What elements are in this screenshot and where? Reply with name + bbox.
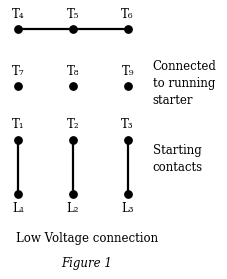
- Text: T₅: T₅: [67, 8, 79, 21]
- Point: [16, 192, 20, 196]
- Text: Connected
to running
starter: Connected to running starter: [152, 60, 216, 107]
- Text: T₇: T₇: [12, 65, 25, 78]
- Text: T₁: T₁: [12, 118, 25, 131]
- Point: [125, 84, 129, 89]
- Text: T₉: T₉: [121, 65, 133, 78]
- Text: T₄: T₄: [12, 8, 25, 21]
- Text: T₃: T₃: [121, 118, 133, 131]
- Point: [71, 192, 74, 196]
- Point: [16, 27, 20, 32]
- Text: Starting
contacts: Starting contacts: [152, 144, 202, 174]
- Text: T₂: T₂: [66, 118, 79, 131]
- Text: T₈: T₈: [67, 65, 79, 78]
- Point: [71, 84, 74, 89]
- Point: [125, 192, 129, 196]
- Point: [16, 137, 20, 142]
- Point: [125, 137, 129, 142]
- Text: L₁: L₁: [12, 202, 24, 215]
- Point: [71, 137, 74, 142]
- Point: [16, 84, 20, 89]
- Text: Figure 1: Figure 1: [61, 257, 112, 270]
- Point: [71, 27, 74, 32]
- Text: T₆: T₆: [121, 8, 133, 21]
- Text: L₃: L₃: [121, 202, 133, 215]
- Point: [125, 27, 129, 32]
- Text: Low Voltage connection: Low Voltage connection: [15, 232, 157, 245]
- Text: L₂: L₂: [67, 202, 79, 215]
